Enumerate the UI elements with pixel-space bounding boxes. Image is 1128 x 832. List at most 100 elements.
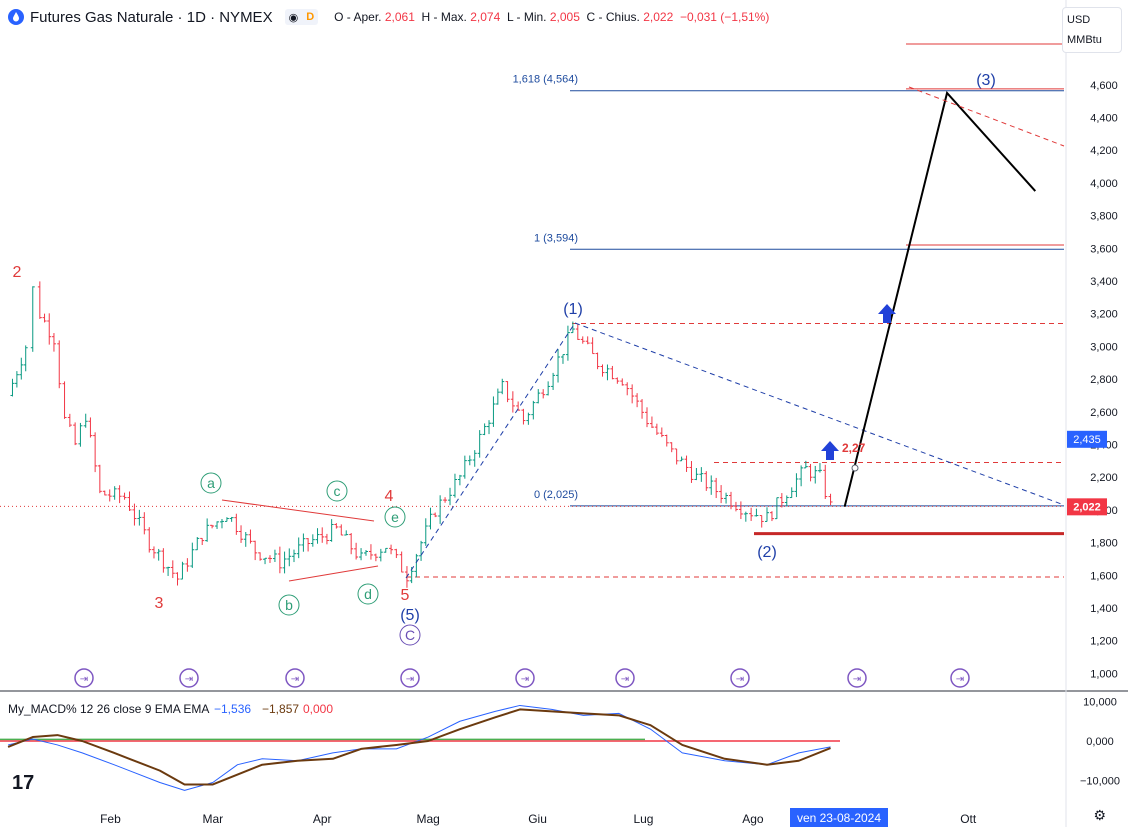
event-marker-icon: ⇥ (521, 674, 529, 685)
event-marker[interactable] (74, 668, 94, 688)
gear-icon[interactable]: ⚙ (1093, 807, 1106, 823)
up-arrow-icon (821, 441, 839, 460)
price-tick-label: 2,200 (1090, 472, 1118, 484)
last-price-tag-bg (1067, 498, 1107, 516)
wave-label-d-circle (357, 583, 379, 605)
signal-line[interactable] (7, 708, 831, 786)
price-tick-label: 3,400 (1090, 276, 1118, 288)
price-tick-label: 3,800 (1090, 211, 1118, 223)
downtrend-dashed-line[interactable] (574, 322, 1065, 506)
triangle-upper-line[interactable] (221, 499, 375, 522)
wave-label-a: a (207, 475, 215, 491)
time-tick-label: Mar (202, 812, 223, 826)
time-tag: ven 23-08-2024 (797, 811, 881, 825)
wave-label-C: C (405, 627, 415, 643)
fib-label: 1,618 (4,564) (513, 74, 578, 86)
wave-label-e-circle (384, 506, 406, 528)
wave-label-5-paren: (5) (400, 607, 420, 624)
wave-1-dashed-line[interactable] (405, 322, 576, 579)
macd-legend-name: My_MACD% 12 26 close 9 EMA EMA (8, 702, 209, 716)
price-tick-label: 2,800 (1090, 374, 1118, 386)
wave-label-e: e (391, 509, 399, 525)
currency-selector[interactable]: USD MMBtu (1062, 7, 1122, 53)
wave-label-4: 4 (385, 488, 394, 505)
cursor-price-tag-bg (1067, 430, 1107, 448)
triangle-lower-line[interactable] (288, 565, 379, 582)
event-marker[interactable] (515, 668, 535, 688)
price-tick-label: 3,600 (1090, 243, 1118, 255)
fib-label: 0 (2,025) (534, 489, 578, 501)
time-tick-label: Ott (960, 812, 977, 826)
wave-label-2: 2 (13, 264, 22, 281)
projection-path[interactable] (843, 90, 1037, 507)
symbol-title[interactable]: Futures Gas Naturale · 1D · NYMEX (30, 8, 273, 26)
wave-label-1-paren: (1) (563, 301, 583, 318)
event-marker[interactable] (950, 668, 970, 688)
wave-label-c-circle (326, 480, 348, 502)
eye-icon: ◉ (288, 11, 299, 24)
wave-label-c: c (334, 483, 341, 499)
macd-tick-label: 0,000 (1086, 736, 1114, 748)
event-marker-icon: ⇥ (736, 674, 744, 685)
last-price-tag: 2,022 (1073, 501, 1101, 513)
close-label: C - Chius. (586, 10, 640, 24)
chart-header: Futures Gas Naturale · 1D · NYMEX ◉ D O … (8, 6, 769, 28)
time-tag-bg (790, 808, 888, 827)
wave-label-2-paren: (2) (757, 544, 777, 561)
event-marker[interactable] (179, 668, 199, 688)
event-marker[interactable] (730, 668, 750, 688)
price-tick-label: 1,000 (1090, 668, 1118, 680)
price-tick-label: 4,000 (1090, 178, 1118, 190)
tradingview-logo[interactable]: 17 (12, 772, 35, 794)
delay-badge: D (306, 11, 315, 23)
wave-label-5: 5 (401, 587, 410, 604)
time-tick-label: Feb (100, 812, 121, 826)
event-marker[interactable] (615, 668, 635, 688)
macd-line[interactable] (7, 704, 831, 791)
time-tick-label: Giu (528, 812, 547, 826)
up-arrow-icon (878, 304, 896, 323)
projection-dashed-line[interactable] (908, 86, 1065, 147)
price-tick-label: 1,600 (1090, 570, 1118, 582)
wave-label-C-circle (399, 624, 421, 646)
event-marker[interactable] (847, 668, 867, 688)
time-tick-label: Ago (742, 812, 764, 826)
hist-value: 0,000 (303, 702, 333, 716)
change-value: −0,031 (−1,51%) (679, 10, 770, 24)
wave-label-3: 3 (155, 595, 164, 612)
price-tick-label: 3,200 (1090, 309, 1118, 321)
high-value: 2,074 (470, 10, 501, 24)
price-tick-label: 4,200 (1090, 145, 1118, 157)
currency-label[interactable]: USD (1067, 14, 1091, 26)
price-tick-label: 3,000 (1090, 341, 1118, 353)
high-label: H - Max. (421, 10, 467, 24)
price-tick-label: 1,400 (1090, 603, 1118, 615)
event-marker-icon: ⇥ (853, 674, 861, 685)
open-label: O - Aper. (334, 10, 382, 24)
event-marker-icon: ⇥ (291, 674, 299, 685)
price-tick-label: 2,600 (1090, 407, 1118, 419)
event-marker-icon: ⇥ (185, 674, 193, 685)
time-tick-label: Mag (416, 812, 439, 826)
open-value: 2,061 (384, 10, 415, 24)
ohlc-readout: O - Aper. 2,061 H - Max. 2,074 L - Min. … (334, 10, 769, 24)
price-tick-label: 1,800 (1090, 538, 1118, 550)
event-marker[interactable] (285, 668, 305, 688)
macd-tick-label: 10,000 (1083, 697, 1117, 709)
time-tick-label: Lug (633, 812, 653, 826)
low-label: L - Min. (506, 10, 547, 24)
event-marker[interactable] (400, 668, 420, 688)
wave-label-3-paren: (3) (976, 72, 996, 89)
wave-label-a-circle (200, 472, 222, 494)
unit-label[interactable]: MMBtu (1067, 34, 1102, 46)
anchor-point[interactable] (851, 464, 859, 472)
visibility-toggle[interactable]: ◉ D (284, 9, 319, 25)
time-tick-label: Apr (313, 812, 332, 826)
low-value: 2,005 (549, 10, 580, 24)
wave-label-b: b (285, 597, 293, 613)
price-tick-label: 1,200 (1090, 636, 1118, 648)
close-value: 2,022 (643, 10, 674, 24)
fib-label: 1 (3,594) (534, 232, 578, 244)
